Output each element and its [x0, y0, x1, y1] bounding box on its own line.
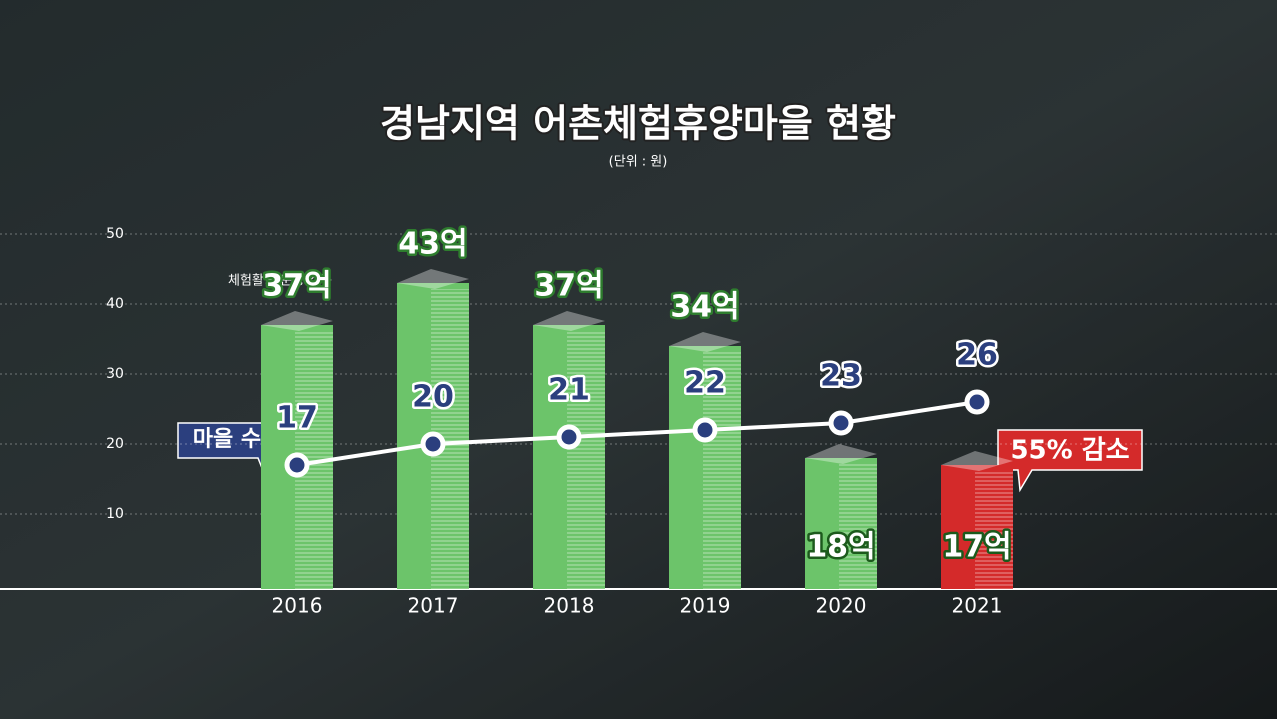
line-value-label: 26 [956, 338, 998, 373]
bar-stripes [703, 352, 741, 589]
annotation-text: 55% 감소 [1010, 436, 1129, 466]
bar-value-label: 17억 [942, 530, 1011, 565]
line-value-label: 21 [548, 373, 590, 408]
line-point [964, 389, 990, 415]
line-legend: 마을 수 [177, 422, 277, 470]
bar-top [261, 311, 333, 331]
y-tick-label: 10 [106, 506, 124, 522]
bar-group [805, 444, 877, 589]
bar-legend: 체험활동 운영 소득 [228, 274, 332, 289]
y-tick-label: 30 [106, 366, 124, 382]
bar-group [941, 451, 1013, 589]
line-value-label: 22 [684, 366, 726, 401]
line-point [284, 452, 310, 478]
x-tick-label: 2017 [408, 594, 459, 618]
bar-group [669, 332, 741, 589]
y-tick-label: 20 [106, 436, 124, 452]
chart-subtitle: (단위 : 원) [609, 155, 668, 170]
bar-value-label: 37억 [262, 269, 331, 304]
bar-group [397, 269, 469, 589]
bar-top [533, 311, 605, 331]
line-value-label: 17 [276, 401, 318, 436]
x-tick-label: 2020 [816, 594, 867, 618]
bar-top [941, 451, 1013, 471]
x-tick-label: 2016 [272, 594, 323, 618]
chart-title: 경남지역 어촌체험휴양마을 현황 [380, 102, 896, 146]
bar-value-label: 34억 [670, 290, 739, 325]
line-point [556, 424, 582, 450]
x-tick-label: 2019 [680, 594, 731, 618]
bar-value-label: 43억 [398, 227, 467, 262]
bar-group [533, 311, 605, 589]
legend-label: 마을 수 [193, 427, 261, 452]
line-point [692, 417, 718, 443]
bar-stripes [567, 331, 605, 589]
y-tick-label: 40 [106, 296, 124, 312]
line-point [420, 431, 446, 457]
x-tick-label: 2018 [544, 594, 595, 618]
line-value-label: 20 [412, 380, 454, 415]
bar-stripes [975, 471, 1013, 589]
bar-value-label: 18억 [806, 530, 875, 565]
bar-top [397, 269, 469, 289]
line-value-label: 23 [820, 359, 862, 394]
x-tick-label: 2021 [952, 594, 1003, 618]
y-tick-label: 50 [106, 226, 124, 242]
line [296, 400, 978, 467]
annotation: 55% 감소 [997, 429, 1143, 493]
bar-top [805, 444, 877, 464]
line-point [828, 410, 854, 436]
bar-stripes [839, 464, 877, 589]
bar-group [261, 311, 333, 589]
bar-value-label: 37억 [534, 269, 603, 304]
bar-top [669, 332, 741, 352]
